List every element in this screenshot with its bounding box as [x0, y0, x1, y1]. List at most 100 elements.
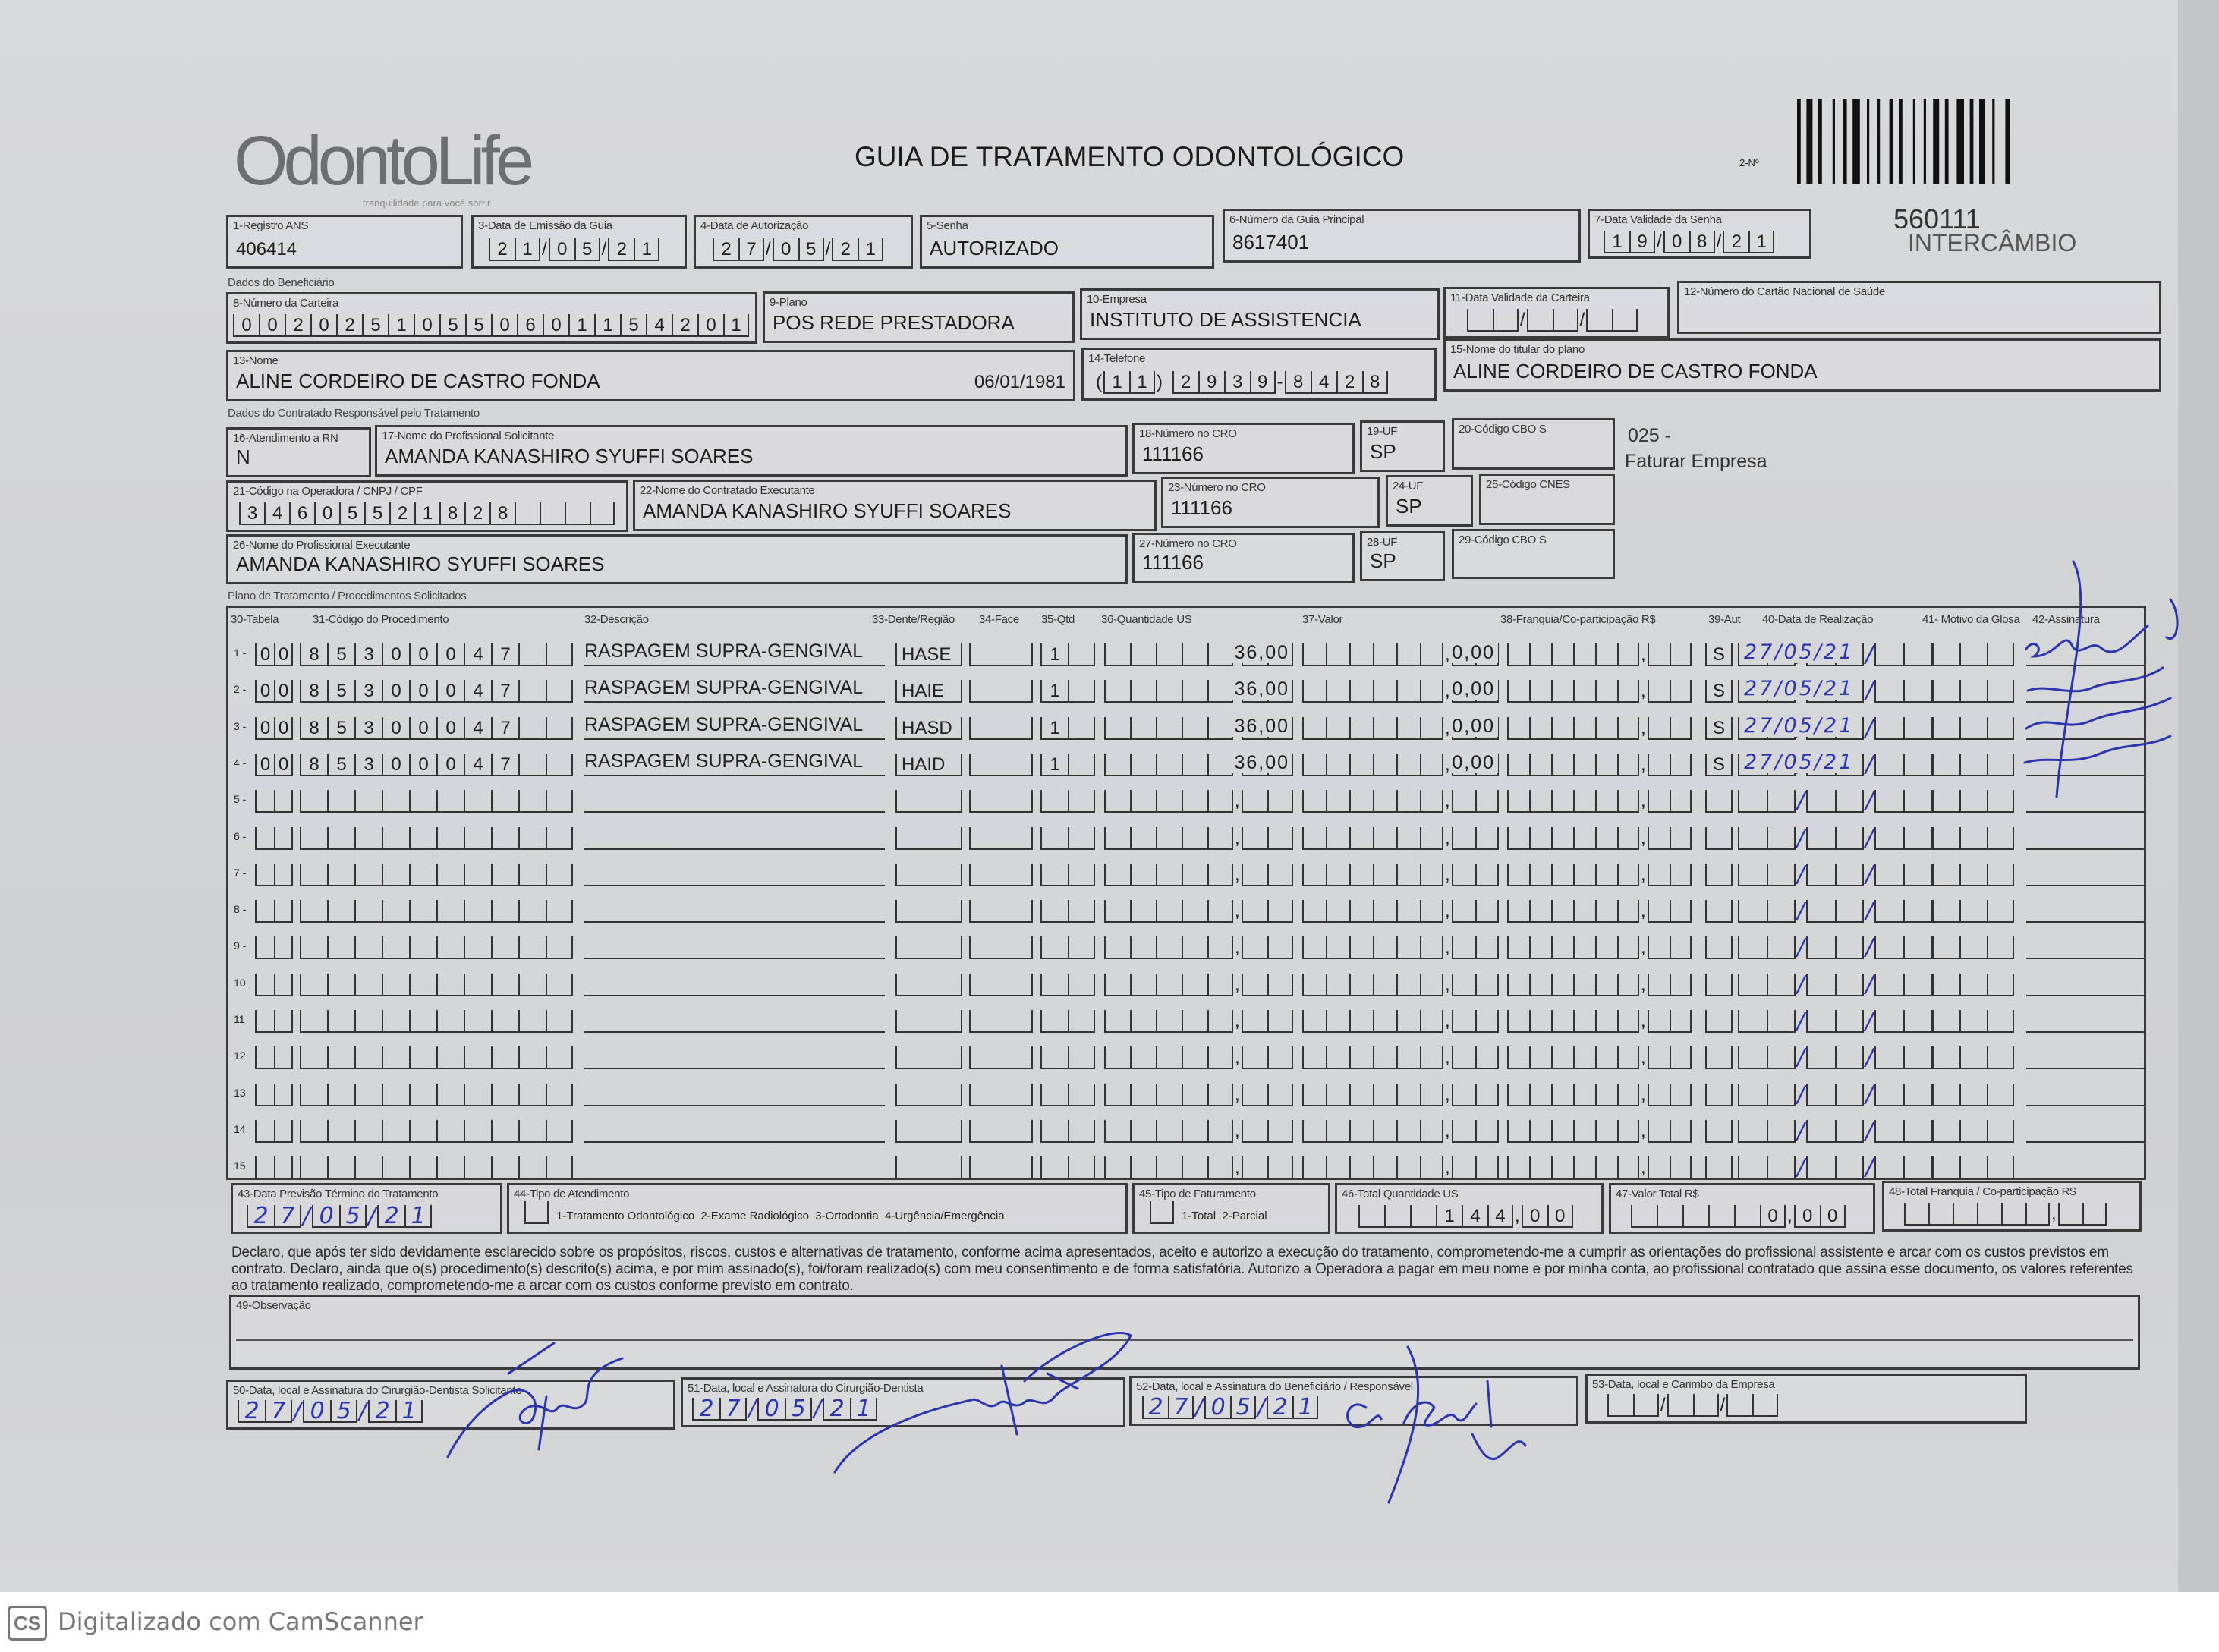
digit-cell — [436, 1083, 464, 1106]
digit-cell: 5 — [439, 314, 465, 337]
digit-cell — [1738, 1119, 1767, 1143]
digit-cell — [1586, 309, 1613, 332]
digit-cell — [1349, 863, 1373, 886]
field-value: POS REDE PRESTADORA — [773, 311, 1015, 334]
digit-cell: 2 — [672, 314, 697, 337]
digit-cell — [1507, 790, 1529, 813]
digit-cell — [1874, 1119, 1904, 1143]
digit-cell — [1595, 1083, 1617, 1106]
digit-cell — [1928, 1203, 1953, 1226]
digit-cell — [1903, 680, 1933, 703]
descricao — [584, 971, 885, 996]
field-observacao[interactable]: 49-Observação — [229, 1295, 2140, 1370]
digit-cell: 1 — [388, 314, 414, 337]
field-data-autorizacao: 4-Data de Autorização 2 7/0 5/2 1 — [694, 215, 913, 269]
digit-cell — [1959, 1156, 1987, 1180]
field-cro-23: 23-Número no CRO 111166 — [1161, 477, 1380, 528]
digit-cell: 0 — [1760, 1205, 1786, 1228]
digit-cell: 2 — [1142, 1396, 1168, 1419]
cell-separator: / — [1520, 310, 1525, 330]
aut-cells — [1705, 1046, 1733, 1070]
tipo-atendimento-checkbox[interactable] — [524, 1201, 549, 1224]
digit-cell — [1595, 1010, 1617, 1033]
digit-cell — [1551, 973, 1573, 996]
digit-cell — [1734, 1205, 1760, 1228]
dente-regiao — [895, 1010, 962, 1033]
digit-cell — [1617, 1010, 1639, 1033]
digit-cell — [1130, 1119, 1156, 1143]
cell-separator: , — [1235, 1157, 1240, 1178]
face — [969, 1046, 1033, 1070]
table-row: 3 -00853000471,36,00,0,00,S//27/05/21RAS… — [228, 710, 2144, 743]
field-label: 51-Data, local e Assinatura do Cirurgião… — [688, 1382, 924, 1395]
field-value: 406414 — [236, 239, 297, 260]
digit-cell — [1326, 716, 1349, 740]
digit-cell — [409, 1010, 436, 1033]
valor-cells: , — [1302, 936, 1499, 960]
cell-separator: / — [1865, 824, 1874, 851]
digit-cell — [1182, 863, 1207, 886]
cell-separator: , — [1641, 1084, 1646, 1105]
digit-cell — [274, 1119, 293, 1143]
digit-cell — [1874, 680, 1904, 703]
digit-cell — [1267, 1083, 1293, 1106]
digit-cell — [1475, 1010, 1499, 1033]
cell-separator: / — [1865, 750, 1874, 778]
digit-cell — [255, 936, 274, 960]
row-number: 8 - — [234, 903, 247, 916]
digit-cell — [546, 900, 573, 924]
digit-cell — [1451, 790, 1475, 813]
digit-cell — [274, 1010, 293, 1033]
cell-separator: , — [1641, 864, 1646, 885]
digit-cell — [1932, 1046, 1959, 1070]
digit-cell — [1068, 1156, 1095, 1180]
digit-cell — [1959, 1046, 1987, 1070]
digit-cell — [1182, 1156, 1207, 1180]
digit-cell: 4 — [464, 753, 491, 776]
digit-cell — [1932, 790, 1959, 813]
row-number: 2 - — [234, 683, 247, 696]
qtd-cells — [1040, 936, 1095, 960]
digit-cell — [1977, 1203, 2001, 1226]
digit-cell: 5 — [330, 1400, 358, 1423]
dente-regiao — [895, 1156, 962, 1180]
digit-cell — [327, 1083, 354, 1106]
aut-cells — [1705, 1010, 1733, 1033]
tipo-faturamento-checkbox[interactable] — [1150, 1201, 1174, 1224]
digit-cell: 1 — [414, 502, 439, 525]
digit-cell — [1267, 900, 1293, 924]
assinatura-line — [2026, 678, 2144, 703]
digit-cell — [1396, 753, 1420, 776]
camscanner-badge: CS — [8, 1606, 47, 1641]
digit-cell — [300, 973, 327, 996]
field-label: 12-Número do Cartão Nacional de Saúde — [1684, 285, 1885, 298]
signature-53: 53-Data, local e Carimbo da Empresa / / — [1585, 1374, 2027, 1424]
qtd-cells — [1040, 1156, 1095, 1180]
digit-cell: 0 — [274, 716, 293, 740]
digit-cell: 2 — [238, 1400, 265, 1423]
cell-separator: / — [1865, 678, 1874, 705]
assinatura-line — [2026, 642, 2144, 666]
digit-cell — [1182, 826, 1207, 850]
digit-cell — [1767, 863, 1796, 886]
digit-cell — [1207, 973, 1233, 996]
digit-cell — [1349, 790, 1373, 813]
header-qtd: 35-Qtd — [1041, 613, 1075, 626]
digit-cell — [1705, 790, 1733, 813]
digit-cell — [1806, 790, 1836, 813]
digit-cell — [1130, 753, 1156, 776]
digit-cell — [1451, 863, 1475, 886]
digit-cell — [1959, 1010, 1987, 1033]
cell-separator: , — [1641, 791, 1646, 812]
digit-cell: 0 — [274, 680, 293, 703]
tabela-cells — [255, 790, 293, 813]
date-cells: 2 7/0 5/2 1 — [713, 238, 884, 261]
field-value: INSTITUTO DE ASSISTENCIA — [1090, 308, 1361, 331]
digit-cell — [1302, 643, 1326, 666]
field-senha: 5-Senha AUTORIZADO — [920, 215, 1214, 269]
digit-cell — [1267, 790, 1293, 813]
digit-cell — [1104, 1119, 1130, 1143]
digit-cell — [1705, 900, 1733, 924]
digit-cell — [1631, 1205, 1657, 1228]
